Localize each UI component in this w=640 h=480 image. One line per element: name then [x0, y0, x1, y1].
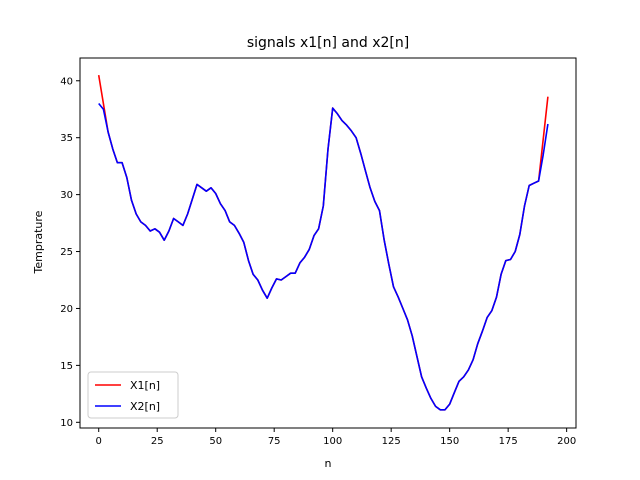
legend-label-2: X2[n]: [130, 400, 160, 413]
y-tick-label: 15: [60, 361, 73, 372]
y-tick-label: 10: [60, 418, 73, 429]
x-tick-label: 75: [268, 436, 281, 447]
x-tick-label: 200: [557, 436, 576, 447]
y-tick-label: 35: [60, 133, 73, 144]
series-line-2: [98, 102, 549, 411]
x-axis-label: n: [325, 457, 332, 470]
y-tick-label: 30: [60, 190, 73, 201]
y-axis-label: Temprature: [32, 210, 45, 274]
y-tick-label: 25: [60, 247, 73, 258]
x-tick-label: 25: [151, 436, 164, 447]
x-tick-label: 100: [323, 436, 342, 447]
legend-label-1: X1[n]: [130, 379, 160, 392]
plot-area: 0 25 50 75 100 125 150 175 200 10 15 20 25 30 35 40: [60, 57, 577, 447]
chart-title: signals x1[n] and x2[n]: [247, 35, 409, 51]
plot-frame: [79, 57, 577, 429]
x-tick-label: 50: [209, 436, 222, 447]
x-tick-label: 175: [499, 436, 518, 447]
x-tick-label: 125: [382, 436, 401, 447]
x-tick-label: 0: [96, 436, 102, 447]
y-tick-label: 40: [60, 76, 73, 87]
x-tick-label: 150: [440, 436, 459, 447]
legend: X1[n] X2[n]: [87, 371, 179, 419]
y-tick-label: 20: [60, 304, 73, 315]
